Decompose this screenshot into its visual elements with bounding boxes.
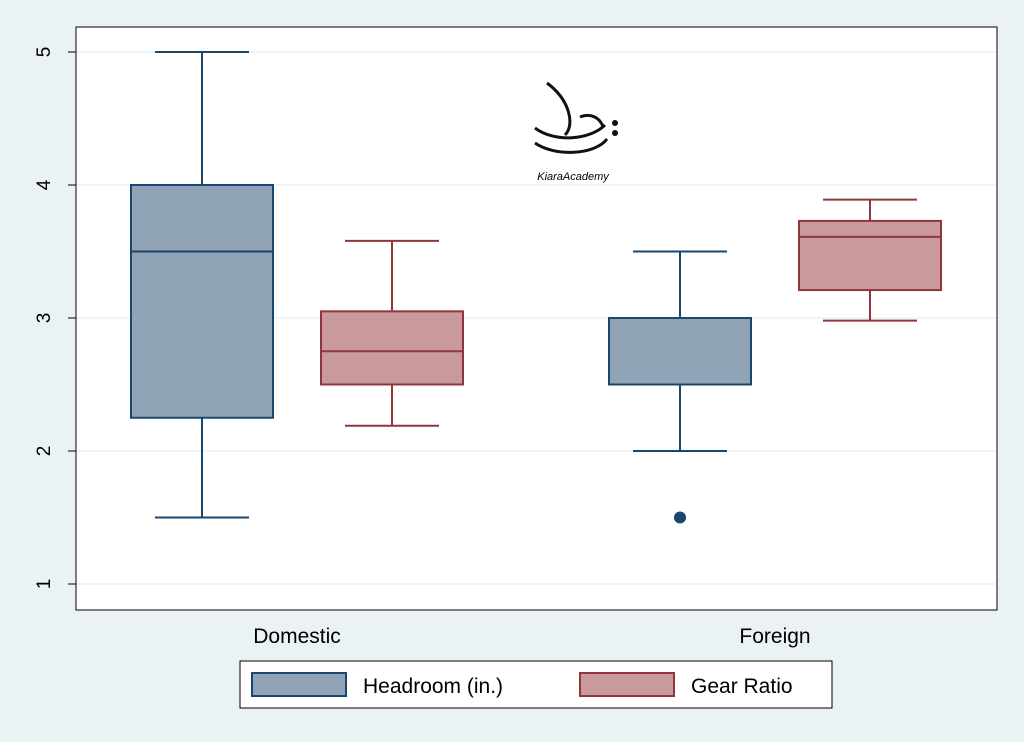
box-gear-ratiodomestic — [320, 239, 464, 427]
x-category-label: Domestic — [253, 625, 341, 648]
outlier-point — [674, 511, 686, 524]
iqr-box — [608, 317, 752, 386]
y-tick-label: 4 — [34, 179, 55, 190]
legend-label: Headroom (in.) — [363, 675, 503, 698]
y-tick-label: 2 — [34, 446, 55, 457]
y-tick-label: 3 — [34, 313, 55, 324]
legend-swatch — [251, 672, 347, 697]
legend-swatch — [579, 672, 675, 697]
y-tick-label: 1 — [34, 579, 55, 590]
legend: Headroom (in.) Gear Ratio — [239, 660, 833, 709]
watermark-text: KiaraAcademy — [537, 171, 610, 183]
iqr-box — [130, 184, 274, 419]
watermark-logo: KiaraAcademy — [534, 81, 618, 183]
box-headroom-in-foreign — [608, 250, 752, 524]
iqr-box — [320, 310, 464, 386]
box-gear-ratioforeign — [798, 198, 942, 322]
x-category-label: Foreign — [739, 625, 810, 648]
y-tick-label: 5 — [34, 47, 55, 58]
box-headroom-in-domestic — [130, 51, 274, 519]
legend-label: Gear Ratio — [691, 675, 793, 698]
iqr-box — [798, 219, 942, 292]
